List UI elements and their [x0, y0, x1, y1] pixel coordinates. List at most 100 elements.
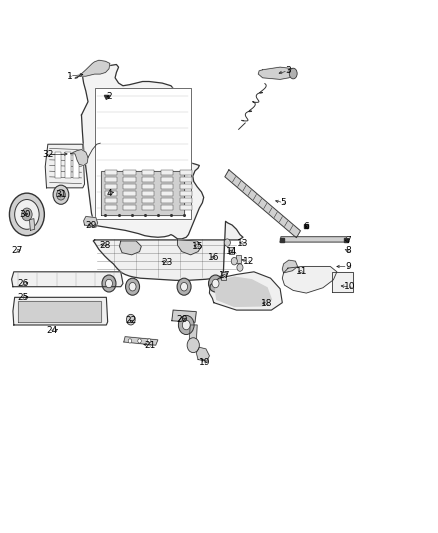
Circle shape [148, 339, 151, 343]
Circle shape [178, 316, 194, 335]
Polygon shape [84, 216, 98, 227]
Bar [105, 198, 117, 203]
Polygon shape [196, 348, 209, 361]
Bar [142, 198, 154, 203]
Circle shape [129, 282, 136, 291]
Bar [105, 205, 117, 210]
Text: 17: 17 [219, 271, 230, 280]
Bar [180, 169, 192, 175]
Text: 6: 6 [304, 222, 309, 231]
Bar [124, 177, 136, 182]
Circle shape [177, 278, 191, 295]
Text: 28: 28 [100, 241, 111, 250]
Bar [229, 247, 234, 254]
Text: 4: 4 [106, 189, 112, 198]
Bar [124, 198, 136, 203]
Text: 18: 18 [261, 299, 273, 308]
Bar [161, 205, 173, 210]
Bar [180, 205, 192, 210]
Polygon shape [283, 266, 337, 293]
Polygon shape [124, 337, 158, 345]
Bar [142, 169, 154, 175]
Bar [161, 177, 173, 182]
Polygon shape [120, 241, 141, 255]
Text: 31: 31 [55, 190, 67, 199]
Polygon shape [258, 67, 294, 79]
Text: 26: 26 [18, 279, 29, 288]
Text: 27: 27 [11, 246, 23, 255]
Polygon shape [209, 272, 283, 310]
Polygon shape [215, 277, 272, 306]
Text: 14: 14 [226, 247, 238, 256]
Polygon shape [93, 221, 243, 280]
Bar [73, 152, 79, 178]
Bar [180, 184, 192, 189]
Polygon shape [29, 219, 35, 230]
Text: 22: 22 [125, 316, 136, 325]
Text: 9: 9 [345, 262, 351, 271]
Circle shape [224, 239, 230, 246]
Circle shape [208, 275, 223, 292]
Bar [161, 198, 173, 203]
Text: 19: 19 [199, 358, 211, 367]
Circle shape [180, 282, 187, 291]
Bar [161, 184, 173, 189]
Circle shape [106, 279, 113, 288]
Polygon shape [18, 301, 101, 322]
Bar [142, 184, 154, 189]
Bar [105, 191, 117, 196]
Bar [105, 184, 117, 189]
Polygon shape [101, 171, 184, 215]
Circle shape [138, 339, 141, 343]
Circle shape [237, 264, 243, 271]
Bar [124, 169, 136, 175]
Bar [180, 191, 192, 196]
Text: 1: 1 [67, 71, 73, 80]
Text: 12: 12 [243, 257, 254, 265]
Polygon shape [81, 64, 204, 239]
Text: 30: 30 [19, 210, 31, 219]
Text: 10: 10 [344, 282, 356, 291]
Text: 5: 5 [281, 198, 286, 207]
Circle shape [102, 275, 116, 292]
Bar [142, 177, 154, 182]
Bar [55, 152, 61, 178]
Bar [124, 191, 136, 196]
Circle shape [212, 279, 219, 288]
Bar [142, 191, 154, 196]
Bar [180, 198, 192, 203]
Bar [124, 205, 136, 210]
Circle shape [182, 320, 190, 330]
Bar [161, 169, 173, 175]
Bar [65, 152, 71, 178]
Bar [105, 177, 117, 182]
Polygon shape [225, 170, 300, 238]
Polygon shape [172, 310, 196, 322]
Circle shape [14, 199, 39, 229]
Ellipse shape [289, 68, 297, 79]
Text: 29: 29 [86, 221, 97, 230]
Text: 16: 16 [208, 253, 219, 262]
Polygon shape [45, 144, 85, 188]
Circle shape [21, 208, 32, 221]
Text: 7: 7 [345, 237, 351, 246]
Text: 20: 20 [176, 315, 187, 324]
Polygon shape [13, 297, 108, 325]
Text: 21: 21 [145, 341, 155, 350]
Text: 23: 23 [161, 258, 172, 266]
Circle shape [187, 338, 199, 353]
Polygon shape [177, 240, 201, 255]
Bar [221, 272, 226, 280]
Circle shape [57, 189, 65, 200]
Bar [105, 169, 117, 175]
Bar [236, 255, 241, 263]
Circle shape [126, 278, 140, 295]
Polygon shape [189, 325, 197, 342]
Polygon shape [280, 237, 346, 242]
Text: 15: 15 [192, 242, 204, 251]
Bar [161, 191, 173, 196]
Polygon shape [95, 88, 191, 219]
Circle shape [127, 314, 135, 325]
Text: 2: 2 [106, 92, 112, 101]
Polygon shape [12, 272, 123, 287]
